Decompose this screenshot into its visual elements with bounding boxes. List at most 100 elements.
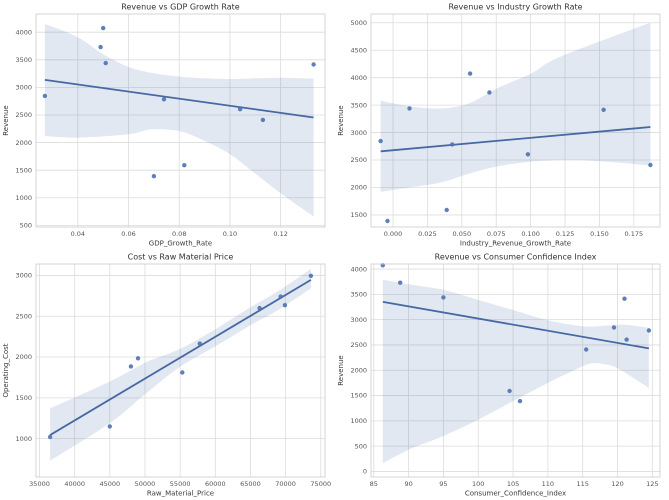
data-point (507, 388, 512, 394)
y-tick-label: 4000 (350, 265, 367, 273)
data-point (47, 434, 53, 440)
data-point (282, 303, 288, 308)
data-point (101, 25, 106, 31)
grid (36, 14, 325, 227)
data-point (107, 424, 113, 429)
data-point (237, 107, 243, 112)
y-tick-label: 3500 (15, 56, 32, 64)
data-point (311, 62, 316, 67)
data-point (648, 162, 653, 168)
data-point (135, 356, 141, 361)
y-tick-label: 1500 (15, 166, 32, 174)
data-point (42, 93, 48, 99)
chart-revenue-vs-industry-growth-rate: 0.000 0.025 0.050 0.075 0.100 0.125 0.150 0.175… (335, 0, 669, 250)
regression-line (382, 300, 650, 350)
chart-title: Cost vs Raw Material Price (128, 253, 234, 262)
data-point (161, 97, 167, 102)
y-axis-label: Operating_Cost (2, 343, 10, 397)
x-axis-label: Raw_Material_Price (147, 490, 214, 498)
chart-title: Revenue vs GDP Growth Rate (121, 3, 239, 12)
confidence-band (382, 279, 649, 464)
y-tick-label: 500 (20, 222, 32, 230)
axes-border (35, 13, 326, 228)
x-axis-label: Industry_Revenue_Growth_Rate (460, 240, 571, 248)
x-tick-label: 0.175 (625, 230, 644, 238)
y-tick-label: 3500 (350, 101, 367, 109)
data-point (260, 117, 266, 123)
x-tick-label: 70000 (275, 480, 296, 488)
plot-area (371, 14, 660, 227)
data-point (385, 218, 390, 224)
grid (36, 264, 325, 477)
y-tick-label: 2000 (350, 366, 367, 374)
scatter-points (378, 71, 653, 224)
axes-border (370, 13, 661, 228)
regression-line (44, 78, 314, 119)
axes-border (35, 263, 326, 478)
y-tick-label: 3500 (350, 291, 367, 299)
y-tick-label: 1500 (350, 392, 367, 400)
data-point (487, 90, 492, 95)
x-tick-label: 0.125 (556, 230, 575, 238)
confidence-band (380, 22, 651, 192)
y-tick-label: 4000 (350, 74, 367, 82)
y-tick-label: 3000 (15, 272, 32, 280)
data-point (584, 347, 589, 352)
data-point (128, 364, 134, 369)
x-axis-label: GDP_Growth_Rate (149, 240, 212, 248)
x-tick-label: 85 (370, 480, 378, 488)
data-point (601, 107, 606, 113)
x-tick-label: 0.04 (71, 230, 85, 238)
x-tick-label: 105 (507, 480, 519, 488)
data-point (517, 398, 523, 404)
scatter-points (380, 263, 652, 404)
confidence-band (44, 23, 314, 217)
data-point (308, 273, 314, 278)
y-tick-label: 2500 (15, 312, 32, 320)
y-tick-label: 2500 (350, 341, 367, 349)
chart-revenue-vs-gdp-growth-rate: 0.04 0.06 0.08 0.10 0.12 500 1000 1500 2000 2500 3… (0, 0, 334, 250)
y-tick-label: 2500 (350, 156, 367, 164)
confidence-band (50, 268, 311, 461)
data-point (444, 207, 449, 213)
y-tick-label: 1000 (350, 417, 367, 425)
y-tick-label: 2000 (350, 184, 367, 192)
tick-labels: 0.000 0.025 0.050 0.075 0.100 0.125 0.150 0.175… (350, 19, 643, 238)
x-tick-label: 0.100 (521, 230, 540, 238)
data-point (407, 106, 412, 111)
y-tick-label: 2000 (15, 353, 32, 361)
x-tick-label: 0.000 (384, 230, 403, 238)
x-tick-label: 0.150 (590, 230, 609, 238)
x-tick-label: 95 (439, 480, 447, 488)
x-tick-label: 90 (404, 480, 412, 488)
y-tick-label: 4500 (350, 46, 367, 54)
revenue-vs-industry-growth-rate-svg: 0.000 0.025 0.050 0.075 0.100 0.125 0.150 0.175… (337, 3, 661, 248)
revenue-vs-consumer-confidence-index-svg: 85 90 95 100 105 110 115 120 125 0 500 1000 1500 2000… (337, 253, 661, 498)
y-tick-label: 5000 (350, 19, 367, 27)
regression-line (380, 126, 651, 153)
y-tick-label: 1000 (15, 194, 32, 202)
data-point (257, 305, 262, 311)
x-tick-label: 0.050 (453, 230, 472, 238)
chart-revenue-vs-consumer-confidence-index: 85 90 95 100 105 110 115 120 125 0 500 1000 1500 2000… (335, 250, 669, 500)
x-tick-label: 125 (646, 480, 658, 488)
x-tick-label: 50000 (135, 480, 156, 488)
scatter-points (42, 25, 316, 179)
tick-labels: 0.04 0.06 0.08 0.10 0.12 500 1000 1500 2000 2500 3… (15, 28, 287, 238)
y-tick-label: 3000 (350, 129, 367, 137)
x-tick-label: 0.10 (223, 230, 237, 238)
data-point (103, 60, 108, 66)
x-tick-label: 110 (542, 480, 554, 488)
x-tick-label: 55000 (170, 480, 191, 488)
tick-labels: 85 90 95 100 105 110 115 120 125 0 500 1000 1500 2000… (350, 265, 658, 488)
data-point (378, 138, 383, 144)
x-tick-label: 0.12 (273, 230, 287, 238)
grid (371, 14, 660, 227)
x-tick-label: 45000 (99, 480, 120, 488)
x-tick-label: 115 (576, 480, 588, 488)
data-point (441, 295, 446, 300)
data-point (611, 325, 617, 330)
tick-labels: 35000 40000 45000 50000 55000 60000 65000 70000… (15, 272, 331, 488)
y-tick-label: 0 (363, 468, 367, 476)
data-point (98, 44, 103, 50)
